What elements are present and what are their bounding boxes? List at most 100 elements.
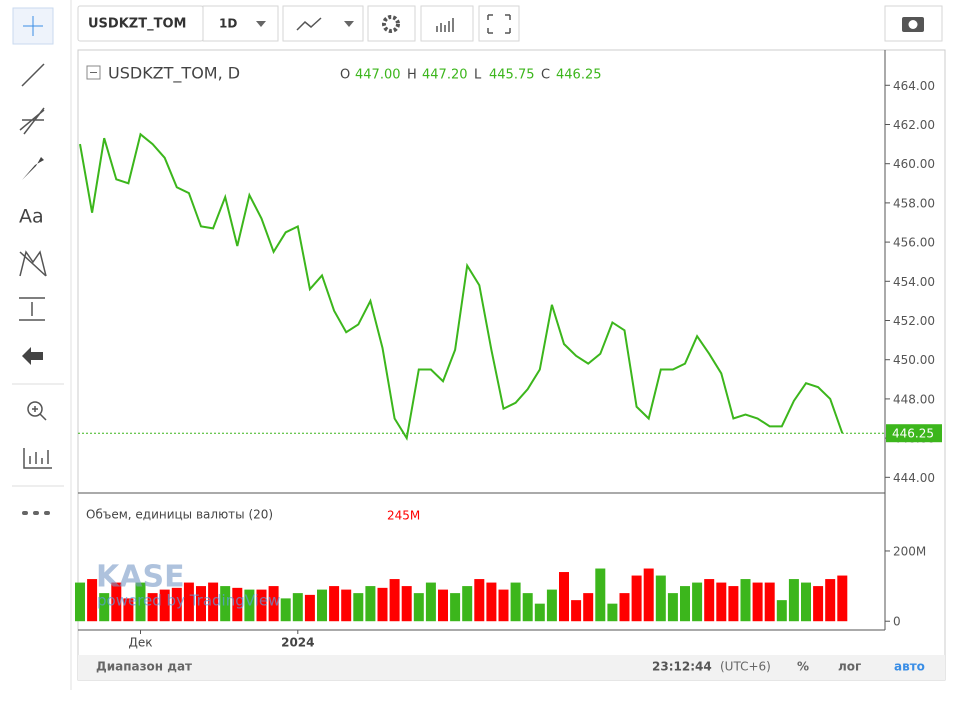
volume-bar — [353, 593, 364, 622]
symbol[interactable]: USDKZT_TOM — [88, 17, 186, 32]
log-toggle[interactable]: лог — [838, 660, 861, 674]
volume-bar — [801, 582, 811, 622]
pitchfork-tool[interactable] — [19, 107, 45, 135]
ohlc-value: 447.00 — [355, 68, 401, 83]
indicators-icon — [436, 18, 454, 32]
volume-last: 245M — [387, 509, 420, 523]
volume-bar — [813, 586, 824, 622]
volume-bar — [692, 582, 703, 622]
volume-bar — [425, 582, 436, 622]
y-tick-label: 0 — [893, 615, 901, 629]
volume-bar — [438, 589, 448, 622]
zoom-tool[interactable] — [27, 401, 43, 417]
watermark-powered: powered by TradingView — [97, 592, 280, 610]
measure-tool[interactable] — [19, 297, 45, 321]
volume-bar — [583, 593, 594, 622]
volume-bar — [377, 587, 388, 622]
volume-bar — [704, 579, 715, 622]
top-toolbar: USDKZT_TOM 1D — [77, 5, 943, 42]
trend-line-tool[interactable] — [21, 63, 45, 87]
volume-bar — [183, 582, 194, 622]
y-tick-label: 200M — [893, 544, 926, 558]
volume-bar — [837, 575, 848, 622]
volume-bar — [450, 593, 461, 622]
interval[interactable]: 1D — [219, 17, 237, 31]
volume-bar — [304, 594, 315, 622]
y-tick-label: 462.00 — [893, 118, 935, 132]
volume-bar — [462, 586, 473, 622]
pane-title: USDKZT_TOM, D — [108, 64, 240, 84]
volume-bar — [280, 598, 291, 622]
ohlc-value: 446.25 — [556, 68, 602, 83]
x-tick-label: 2024 — [281, 636, 314, 650]
y-tick-label: 458.00 — [893, 196, 935, 210]
volume-bar — [631, 575, 642, 622]
clock: 23:12:44 — [652, 660, 712, 674]
crosshair-icon — [23, 16, 43, 36]
ohlc-key: L — [474, 68, 482, 83]
ohlc-key: H — [407, 68, 417, 83]
volume-bar — [643, 568, 654, 622]
zoom-icon — [32, 406, 47, 421]
left-toolbar: Aa — [12, 0, 72, 690]
volume-bar — [510, 582, 521, 622]
volume-bar — [220, 586, 231, 622]
indicators-button[interactable] — [420, 5, 474, 42]
volume-bar — [571, 600, 582, 622]
price-line — [79, 132, 844, 441]
text-tool[interactable]: Aa — [19, 206, 44, 228]
last-price-label: 446.25 — [892, 427, 934, 441]
ruler-tool[interactable] — [23, 448, 52, 469]
volume-bar — [329, 586, 340, 622]
date-range[interactable]: Диапазон дат — [96, 660, 192, 674]
brush-tool[interactable] — [22, 157, 44, 180]
pattern-tool[interactable] — [19, 250, 47, 277]
volume-bar — [317, 589, 327, 622]
volume-bar — [559, 572, 569, 622]
volume-bar — [825, 579, 836, 622]
y-tick-label: 464.00 — [893, 79, 935, 93]
volume-bar — [655, 575, 666, 622]
crosshair-button[interactable] — [12, 7, 54, 45]
volume-bar — [776, 600, 787, 622]
remove-tool[interactable] — [22, 347, 43, 365]
settings-button[interactable] — [367, 5, 416, 42]
timezone[interactable]: (UTC+6) — [720, 660, 771, 674]
volume-bar — [401, 586, 412, 622]
volume-bar — [341, 589, 352, 622]
volume-bar — [244, 589, 255, 622]
volume-bar — [196, 586, 206, 622]
volume-bar — [135, 582, 146, 622]
dropdown-arrow — [256, 21, 266, 27]
last-price-box — [886, 424, 942, 443]
volume-bar — [498, 589, 509, 622]
percent-toggle[interactable]: % — [797, 660, 809, 674]
auto-toggle[interactable]: авто — [894, 660, 925, 674]
volume-bar — [292, 593, 303, 622]
volume-bar — [716, 582, 727, 622]
plot: 444.00446.00448.00450.00452.00454.00456.… — [75, 68, 942, 650]
volume-bar — [87, 579, 98, 622]
ohlc-value: 445.75 — [489, 68, 535, 83]
fullscreen-icon — [487, 14, 511, 34]
dropdown-arrow — [344, 21, 354, 27]
volume-bar — [171, 587, 182, 622]
y-tick-label: 456.00 — [893, 236, 935, 250]
volume-bar — [546, 589, 557, 622]
volume-bar — [365, 586, 376, 622]
volume-bar — [728, 586, 739, 622]
volume-bar — [764, 582, 775, 622]
footer-bar — [78, 655, 945, 680]
volume-bar — [740, 579, 751, 622]
interval-button[interactable] — [202, 5, 279, 42]
chart-style-button[interactable] — [282, 5, 364, 42]
y-tick-label: 452.00 — [893, 314, 935, 328]
volume-bar — [75, 582, 85, 622]
volume-bar — [159, 589, 170, 622]
volume-bar — [788, 579, 799, 622]
fullscreen-button[interactable] — [478, 5, 520, 42]
ohlc-key: C — [541, 68, 550, 83]
volume-bar — [534, 603, 545, 622]
